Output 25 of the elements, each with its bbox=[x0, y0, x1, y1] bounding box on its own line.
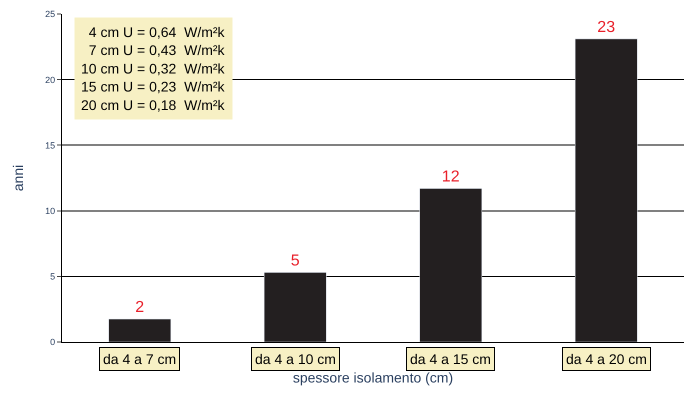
y-tick-label: 15 bbox=[45, 140, 56, 150]
annotation: 10 cm U = 0,32 W/m²k bbox=[81, 60, 226, 76]
bar bbox=[574, 38, 638, 342]
data-label: 2 bbox=[135, 299, 144, 316]
annotation: 4 cm U = 0,64 W/m²k bbox=[88, 24, 226, 40]
x-tick-label: da 4 a 15 cm bbox=[410, 351, 491, 367]
x-tick-label: da 4 a 7 cm bbox=[103, 351, 176, 367]
x-tick-label: da 4 a 20 cm bbox=[566, 351, 647, 367]
x-axis-title: spessore isolamento (cm) bbox=[292, 370, 454, 386]
bar bbox=[419, 188, 482, 342]
y-tick-label: 10 bbox=[45, 206, 56, 216]
data-label: 5 bbox=[290, 252, 300, 270]
data-label: 23 bbox=[597, 18, 616, 36]
y-tick-label: 25 bbox=[45, 9, 56, 20]
y-tick-label: 20 bbox=[45, 74, 56, 85]
annotation: 7 cm U = 0,43 W/m²k bbox=[88, 42, 226, 58]
y-axis-title: anni bbox=[10, 164, 26, 192]
annotation: 20 cm U = 0,18 W/m²k bbox=[81, 96, 226, 113]
y-tick-label: 0 bbox=[50, 337, 56, 348]
annotation: 15 cm U = 0,23 W/m²k bbox=[81, 78, 226, 95]
x-tick-label: da 4 a 10 cm bbox=[255, 351, 336, 367]
bar bbox=[108, 318, 172, 342]
data-label: 12 bbox=[442, 168, 460, 186]
y-tick-label: 5 bbox=[50, 272, 56, 282]
bar bbox=[264, 272, 327, 342]
